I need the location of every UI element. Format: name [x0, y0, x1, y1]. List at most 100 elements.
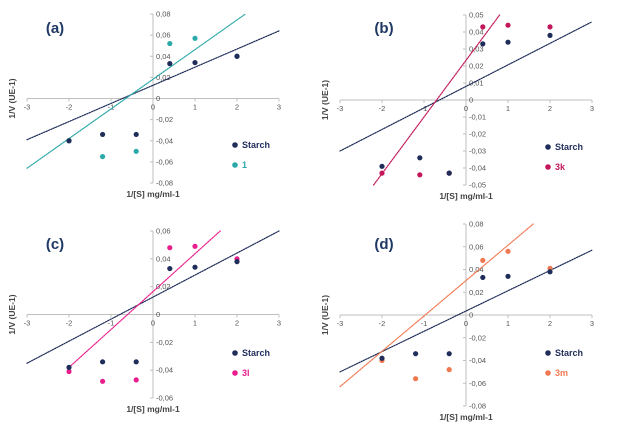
data-point-Starch: [413, 351, 419, 357]
x-tick-label: 3: [590, 104, 594, 113]
data-point-3l: [192, 243, 198, 249]
legend-marker-3l: [232, 370, 238, 376]
y-axis-label: 1/V (UE-1): [320, 80, 330, 120]
data-point-Starch: [547, 32, 553, 39]
data-point-1: [100, 153, 106, 160]
y-tick-label: 0,02: [156, 73, 171, 82]
y-tick-label: -0,06: [156, 394, 173, 403]
y-tick-label: -0,02: [156, 338, 173, 347]
x-tick-label: 0: [464, 104, 468, 113]
trendline-Starch: [339, 21, 593, 152]
x-tick-label: -1: [421, 319, 428, 328]
data-point-Starch: [379, 163, 385, 169]
x-tick-label: 0: [464, 319, 468, 328]
chart-panel-4: -3 -2 -1 0 1 2 3-0,08-0,06-0,04-0,0200,020,040…: [320, 220, 594, 423]
y-tick-label: 0,02: [469, 288, 484, 297]
data-point-Starch: [417, 155, 423, 161]
panel-label: (c): [46, 236, 64, 253]
x-tick-label: 1: [193, 103, 197, 112]
y-tick-label: -0,04: [469, 356, 486, 365]
legend-label-Starch: Starch: [555, 142, 583, 152]
data-point-Starch: [480, 41, 486, 47]
y-axis-label: 1/V (UE-1): [320, 295, 330, 335]
y-tick-label: 0: [469, 311, 473, 320]
data-point-3l: [66, 368, 72, 375]
data-point-3k: [417, 172, 423, 178]
legend-label-3l: 3l: [242, 368, 250, 378]
legend-marker-1: [232, 162, 238, 168]
data-point-Starch: [192, 264, 198, 270]
x-axis-label: 1/[S] mg/ml-1: [126, 404, 180, 414]
y-tick-label: 0,05: [469, 11, 484, 20]
data-point-1: [133, 148, 139, 154]
chart-panel-2: -3-2-10123-0,05-0,04-0,03-0,02-0,0100,01…: [320, 11, 594, 202]
trendline-3m: [339, 223, 534, 388]
legend-label-1: 1: [242, 160, 247, 170]
data-point-Starch: [480, 274, 486, 281]
data-point-1: [167, 40, 173, 47]
x-tick-label: -2: [379, 319, 386, 328]
y-tick-label: 0,02: [469, 62, 484, 71]
x-tick-label: 1: [193, 319, 197, 328]
x-tick-label: -3: [24, 319, 31, 328]
x-tick-label: 0: [151, 103, 155, 112]
data-point-Starch: [100, 131, 106, 138]
x-tick-label: 0: [151, 319, 155, 328]
legend-marker-3k: [545, 164, 551, 170]
chart-panel-1: -3 -2 -1 0 1 2 3-0,08-0,06-0,04-0,0200,020,040…: [7, 10, 281, 200]
y-tick-label: -0,04: [469, 164, 486, 173]
panel-label: (a): [46, 20, 64, 37]
data-point-Starch: [234, 53, 240, 59]
data-point-Starch: [547, 269, 553, 275]
y-tick-label: 0,08: [469, 220, 484, 229]
data-point-3k: [379, 170, 385, 176]
x-tick-label: 2: [235, 103, 239, 112]
y-tick-label: -0,06: [156, 157, 173, 166]
x-tick-label: -2: [66, 319, 73, 328]
data-point-3m: [480, 257, 486, 263]
legend-marker-Starch: [232, 142, 238, 148]
y-tick-label: 0: [469, 96, 473, 105]
data-point-Starch: [446, 170, 452, 176]
panel-label: (b): [374, 20, 393, 37]
data-point-3m: [446, 367, 452, 373]
x-tick-label: 1: [506, 319, 510, 328]
data-point-Starch: [446, 351, 452, 357]
data-point-Starch: [100, 359, 106, 365]
data-point-Starch: [234, 259, 240, 265]
legend-label-Starch: Starch: [242, 348, 270, 358]
y-tick-label: 0: [156, 310, 160, 319]
y-tick-label: 0,04: [156, 52, 171, 61]
x-tick-label: 2: [548, 319, 552, 328]
trendline-Starch: [26, 30, 280, 141]
x-axis-label: 1/[S] mg/ml-1: [439, 412, 493, 422]
legend-marker-3m: [545, 370, 551, 376]
x-tick-label: 2: [548, 104, 552, 113]
x-tick-label: -2: [379, 104, 386, 113]
y-tick-label: 0,06: [469, 242, 484, 251]
chart-panel-3: -3 -2 -1 0 1 2 3 -0,06 -0,04 -0,02 0 0,02 0,04 0,06 (c…: [7, 227, 281, 415]
data-point-3l: [100, 378, 106, 384]
data-point-3m: [505, 248, 511, 254]
x-axis-label: 1/[S] mg/ml-1: [439, 191, 493, 201]
y-tick-label: 0,01: [469, 79, 484, 88]
x-tick-label: 1: [506, 104, 510, 113]
y-tick-label: 0,04: [469, 265, 484, 274]
data-point-Starch: [167, 265, 173, 272]
y-tick-label: -0,08: [469, 402, 486, 411]
y-tick-label: -0,05: [469, 181, 486, 190]
y-tick-label: 0,08: [156, 10, 171, 19]
y-tick-label: 0,06: [156, 31, 171, 40]
y-tick-label: 0,03: [469, 45, 484, 54]
data-point-3l: [133, 377, 139, 383]
y-tick-label: -0,02: [469, 333, 486, 342]
y-tick-label: -0,01: [469, 113, 486, 122]
y-tick-label: 0,04: [469, 28, 484, 37]
data-point-Starch: [167, 61, 173, 67]
trendline-Starch: [26, 230, 280, 364]
legend-label-Starch: Starch: [555, 348, 583, 358]
y-axis-label: 1/V (UE-1): [7, 294, 17, 334]
x-tick-label: 2: [235, 319, 239, 328]
legend-marker-Starch: [545, 144, 551, 150]
x-tick-label: -3: [24, 103, 31, 112]
